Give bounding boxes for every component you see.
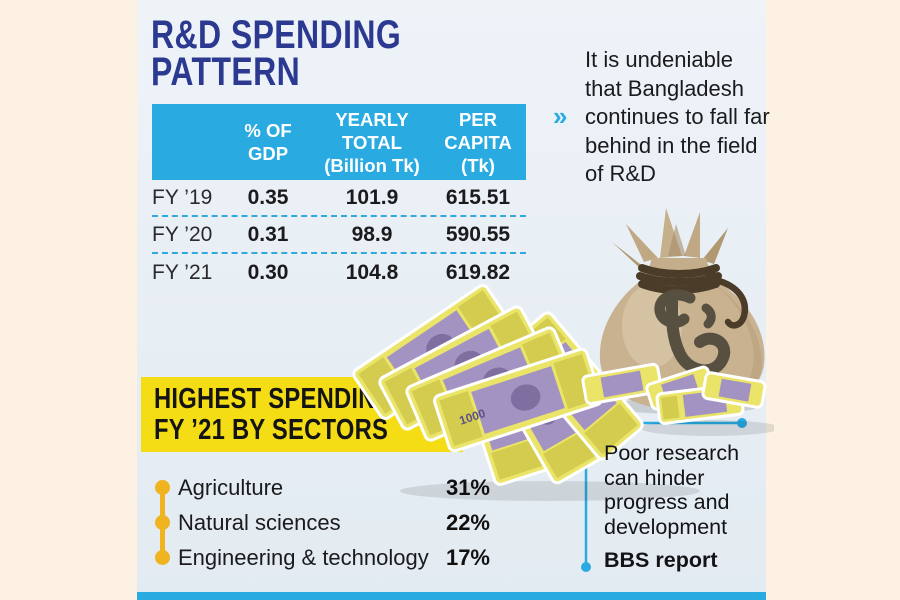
sector-value: 17% [445,544,490,570]
sector-item: Agriculture 31% [152,470,490,505]
spending-table-body: FY ’19 0.35 101.9 615.51 FY ’20 0.31 98.… [152,180,526,291]
bottom-callout-text: Poor research can hinder progress and de… [604,441,740,539]
row-label: FY ’20 [152,222,213,246]
cell-pct-of-gdp: 0.35 [247,185,289,209]
table-row: FY ’21 0.30 104.8 619.82 [152,254,526,291]
page-title: R&D SPENDING PATTERN [151,13,402,94]
cell-pct-of-gdp: 0.31 [247,222,289,246]
sector-item: Natural sciences 22% [152,505,490,540]
cell-yearly-total: 98.9 [351,222,393,246]
banknote-roll [581,362,663,406]
intro-callout: » It is undeniable that Bangladesh conti… [553,46,771,189]
bag-ruffle [612,208,728,270]
sector-value: 31% [446,475,490,501]
sector-banner-line2: FY ’21 BY SECTORS [154,414,389,446]
page-title-line1: R&D SPENDING [151,13,402,57]
table-header-total: YEARLY TOTAL (Billion Tk) [324,108,420,176]
table-row: FY ’19 0.35 101.9 615.51 [152,180,526,217]
sector-list: Agriculture 31% Natural sciences 22% Eng… [152,470,490,575]
page-title-line2: PATTERN [151,50,301,94]
table-header-gdp: % OF GDP [244,120,292,164]
double-chevron-icon: » [553,101,568,131]
bottom-accent-bar [137,592,766,600]
sector-name: Natural sciences [178,509,341,535]
sector-name: Engineering & technology [178,544,429,570]
cell-yearly-total: 104.8 [345,260,399,284]
sector-bullet-icon [155,550,170,565]
cell-pct-of-gdp: 0.30 [247,260,289,284]
cell-yearly-total: 101.9 [345,185,399,209]
intro-callout-text: It is undeniable that Bangladesh continu… [585,47,770,186]
sector-name: Agriculture [178,474,284,500]
table-header-percapita: PER CAPITA (Tk) [444,108,512,176]
cell-per-capita: 590.55 [445,222,511,246]
row-label: FY ’19 [152,185,213,209]
banknotes-illustration: 1000 [352,284,774,501]
sector-bullet-icon [155,515,170,530]
banknote: 1000 [433,347,603,453]
cell-per-capita: 615.51 [445,185,511,209]
sector-value: 22% [445,509,490,535]
bottom-callout: Poor research can hinder progress and de… [604,441,759,573]
banknote-roll [701,371,767,409]
cell-per-capita: 619.82 [445,260,511,284]
sector-bullet-icon [155,480,170,495]
table-row: FY ’20 0.31 98.9 590.55 [152,217,526,254]
row-label: FY ’21 [152,260,213,284]
bag-rope [636,264,749,329]
sector-item: Engineering & technology 17% [152,540,490,575]
source-label: BBS report [604,548,718,572]
table-header: % OF GDP YEARLY TOTAL (Billion Tk) PER C… [152,104,526,180]
